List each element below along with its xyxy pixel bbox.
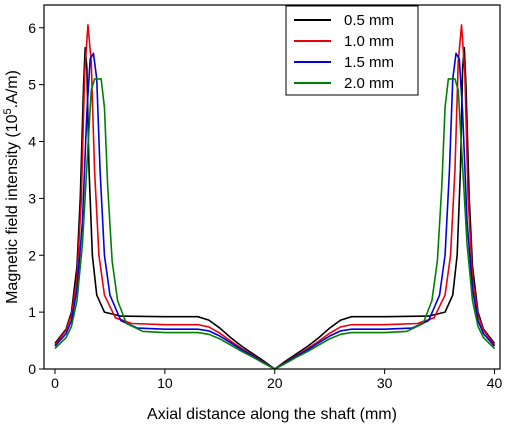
plot-lines: [54, 24, 496, 370]
y-tick-label: 6: [28, 20, 36, 36]
y-axis-label: Magnetic field intensity (105.A/m): [2, 70, 21, 304]
x-tick-label: 20: [267, 375, 283, 391]
x-axis-label: Axial distance along the shaft (mm): [147, 406, 397, 423]
plot-frame: [43, 4, 501, 370]
y-tick-label: 4: [28, 134, 36, 150]
y-tick-label: 5: [28, 77, 36, 93]
y-tick-label: 0: [28, 361, 36, 377]
x-tick-label: 30: [377, 375, 393, 391]
y-tick-label: 2: [28, 247, 36, 263]
y-axis-label-exponent: 5: [2, 108, 14, 114]
y-axis-label-unit: .A/m): [4, 70, 21, 108]
legend-entry: 1.0 mm: [344, 33, 394, 50]
series-line-1-5-mm: [54, 52, 496, 370]
y-axis-label-main: Magnetic field intensity (10: [4, 114, 21, 304]
legend-entry: 0.5 mm: [344, 12, 394, 29]
y-tick-label: 3: [28, 190, 36, 206]
legend: 0.5 mm 1.0 mm 1.5 mm 2.0 mm: [285, 5, 419, 96]
series-line-2-0-mm: [54, 78, 496, 370]
series-line-1-0-mm: [54, 24, 496, 370]
legend-entry: 1.5 mm: [344, 54, 394, 71]
x-tick-label: 0: [51, 375, 59, 391]
axis-ticks: 0 10 20 30 40 0 1 2 3 4 5 6: [28, 20, 502, 391]
legend-entry: 2.0 mm: [344, 75, 394, 92]
x-tick-label: 40: [487, 375, 503, 391]
x-tick-label: 10: [157, 375, 173, 391]
y-tick-label: 1: [28, 304, 36, 320]
